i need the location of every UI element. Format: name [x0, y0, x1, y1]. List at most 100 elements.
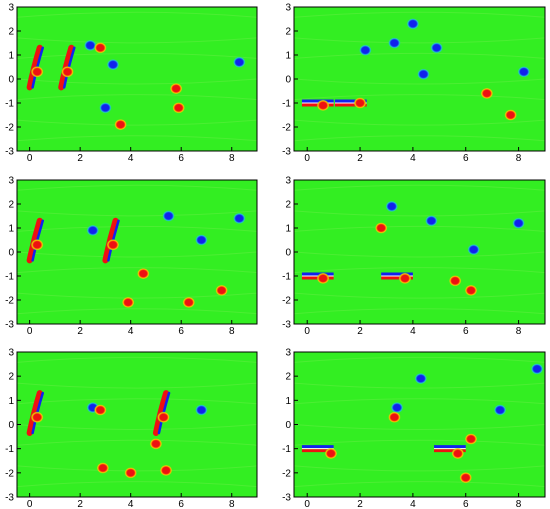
y-tick-label: 3 — [285, 3, 291, 14]
panel-row1-right: 0 2 4 6 8 3 2 1 0 -1 -2 -3 — [282, 3, 546, 164]
y-tick-label: 2 — [8, 200, 14, 211]
vortex-positive — [169, 82, 183, 95]
vortex-negative — [430, 41, 444, 54]
vortex-positive — [93, 404, 107, 416]
vortex-positive — [459, 471, 473, 484]
y-tick-label: -1 — [282, 444, 291, 455]
field-streak — [294, 481, 545, 488]
field-streak — [17, 78, 257, 85]
y-tick-label: 3 — [8, 176, 14, 187]
x-tick-label: 2 — [357, 499, 363, 509]
y-tick-label: 0 — [8, 420, 14, 431]
y-tick-label: 2 — [8, 372, 14, 383]
field-background — [294, 180, 545, 324]
x-tick-label: 8 — [516, 499, 522, 509]
y-tick-label: -2 — [5, 296, 14, 307]
vortex-negative — [83, 39, 97, 52]
vortex-positive — [464, 433, 478, 445]
x-tick-label: 2 — [77, 499, 83, 509]
x-tick-label: 2 — [357, 153, 363, 164]
y-tick-label: 1 — [285, 51, 291, 62]
y-tick-label: 1 — [8, 396, 14, 407]
vortex-negative — [106, 58, 120, 71]
y-tick-label: -3 — [282, 320, 291, 331]
field-streak — [17, 267, 257, 274]
vortex-positive — [172, 101, 186, 114]
x-tick-label: 0 — [304, 153, 310, 164]
panel-row1-left: 0 2 4 6 8 3 2 1 0 -1 -2 -3 — [5, 3, 258, 164]
x-tick-label: 4 — [410, 153, 416, 164]
x-tick-label: 0 — [304, 326, 310, 337]
vortex-negative — [232, 212, 246, 225]
field-streak — [17, 424, 257, 430]
x-tick-label: 8 — [229, 499, 235, 509]
y-tick-label: 3 — [8, 348, 14, 359]
y-tick-label: 3 — [285, 176, 291, 187]
panel-row3-left: 0 2 4 6 8 3 2 1 0 -1 -2 -3 — [5, 348, 258, 509]
y-tick-label: -1 — [282, 272, 291, 283]
vortex-negative — [194, 404, 208, 416]
y-tick-label: 0 — [285, 248, 291, 259]
field-streak — [294, 184, 545, 191]
x-tick-label: 4 — [410, 326, 416, 337]
field-streak — [294, 424, 545, 430]
vortex-negative — [86, 224, 100, 237]
vortex-positive — [124, 466, 138, 479]
field-streak — [17, 94, 257, 101]
y-tick-label: -1 — [5, 272, 14, 283]
y-tick-label: 1 — [8, 51, 14, 62]
field-streak — [294, 11, 545, 18]
x-tick-label: 0 — [27, 326, 33, 337]
y-tick-label: -1 — [5, 99, 14, 110]
y-tick-label: 3 — [285, 348, 291, 359]
field-streak — [294, 210, 545, 217]
x-tick-label: 0 — [27, 153, 33, 164]
vortex-negative — [406, 17, 420, 30]
vortex-negative — [467, 243, 481, 256]
field-streak — [294, 308, 545, 315]
y-tick-label: -3 — [5, 493, 14, 504]
vortex-positive — [30, 238, 44, 251]
x-tick-label: 2 — [357, 326, 363, 337]
vortex-negative — [424, 214, 438, 227]
field-streak — [294, 267, 545, 274]
vortex-negative — [358, 44, 372, 57]
vortex-negative — [390, 401, 404, 414]
field-streak — [17, 52, 257, 59]
field-streak — [17, 184, 257, 191]
vortex-positive — [136, 267, 150, 280]
vortex-positive — [398, 272, 412, 285]
x-tick-label: 0 — [304, 499, 310, 509]
x-tick-label: 4 — [128, 499, 134, 509]
vortex-positive — [106, 238, 120, 251]
x-tick-label: 6 — [178, 326, 184, 337]
panel-row2-right: 0 2 4 6 8 3 2 1 0 -1 -2 -3 — [282, 176, 546, 337]
vortex-positive — [215, 284, 229, 297]
field-streak — [17, 225, 257, 232]
vortex-positive — [448, 274, 462, 287]
vortex-positive — [182, 296, 196, 309]
vortex-positive — [149, 437, 163, 450]
y-tick-label: -2 — [282, 296, 291, 307]
vortex-positive — [30, 65, 44, 78]
vortex-positive — [157, 411, 171, 424]
y-tick-label: 1 — [285, 396, 291, 407]
field-streak — [17, 37, 257, 44]
vortex-negative — [416, 68, 430, 81]
y-tick-label: -3 — [282, 493, 291, 504]
field-streak — [17, 210, 257, 217]
field-streak — [17, 292, 257, 299]
field-background — [17, 180, 257, 324]
vortex-positive — [480, 87, 494, 100]
field-streak — [294, 52, 545, 59]
y-tick-label: 2 — [285, 27, 291, 38]
field-streak — [17, 119, 257, 126]
field-streak — [294, 439, 545, 446]
y-tick-label: 0 — [285, 420, 291, 431]
panels-group: 0 2 4 6 8 3 2 1 0 -1 -2 -3 0 2 4 6 8 3 2 1 0 -1 -2 -3 0 2 4 6 8 3 2 1 0 -… — [5, 3, 546, 509]
y-tick-label: -3 — [5, 320, 14, 331]
vortex-negative — [232, 56, 246, 69]
field-streak — [294, 292, 545, 299]
field-streak — [17, 135, 257, 142]
y-tick-label: -3 — [5, 147, 14, 158]
